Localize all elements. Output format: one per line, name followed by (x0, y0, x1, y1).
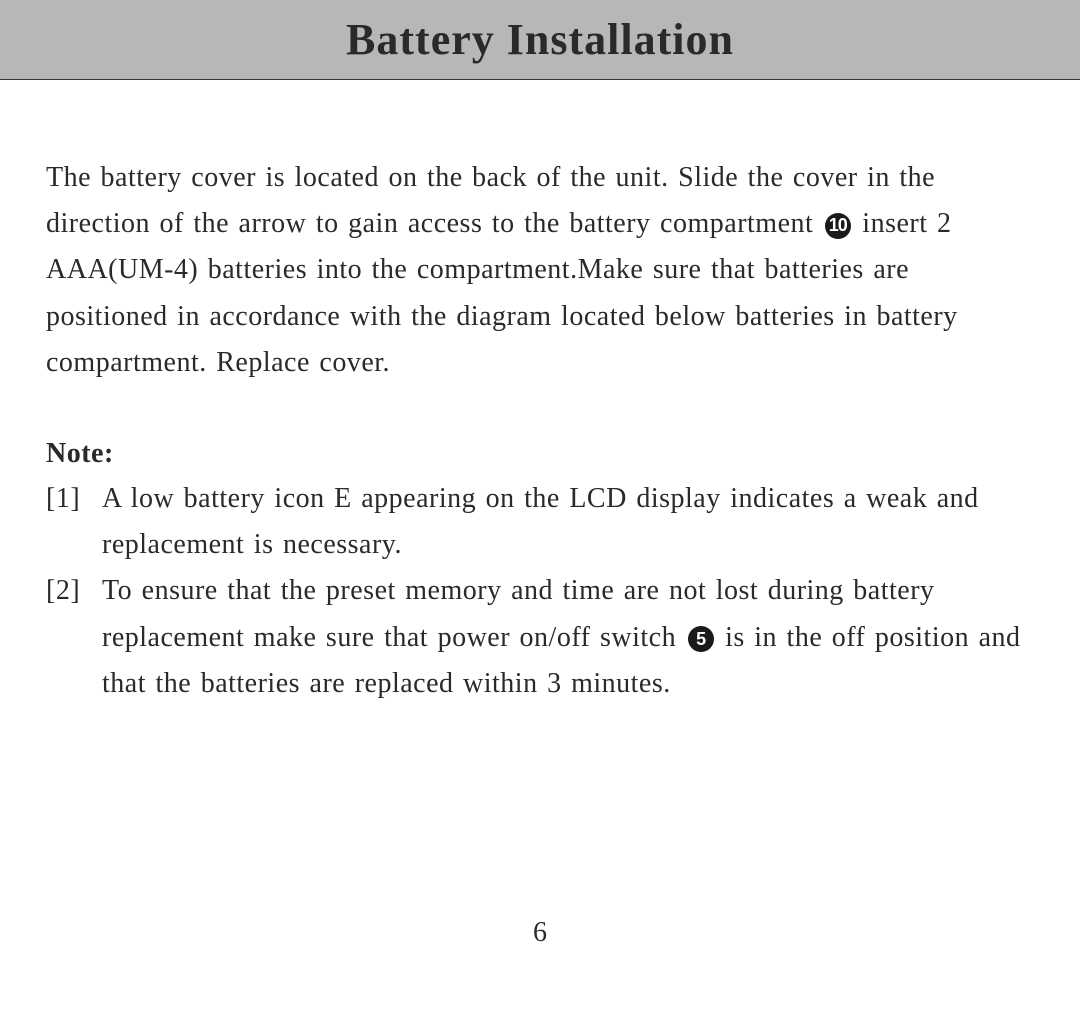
page-number: 6 (0, 917, 1080, 949)
note-text: To ensure that the preset memory and tim… (102, 568, 1034, 707)
page-title: Battery Installation (346, 14, 734, 65)
note-heading: Note: (46, 438, 1034, 470)
circled-number-10-icon: 10 (825, 213, 851, 239)
circled-number-5-icon: 5 (688, 626, 714, 652)
note-marker: [2] (46, 568, 102, 707)
note-item-1: [1] A low battery icon E appearing on th… (46, 476, 1034, 568)
note-marker: [1] (46, 476, 102, 568)
para-text-1: The battery cover is located on the back… (46, 162, 935, 239)
note-list: [1] A low battery icon E appearing on th… (46, 476, 1034, 707)
content-area: The battery cover is located on the back… (0, 80, 1080, 707)
header-bar: Battery Installation (0, 0, 1080, 80)
main-paragraph: The battery cover is located on the back… (46, 155, 1034, 386)
note-text: A low battery icon E appearing on the LC… (102, 476, 1034, 568)
note-item-2: [2] To ensure that the preset memory and… (46, 568, 1034, 707)
